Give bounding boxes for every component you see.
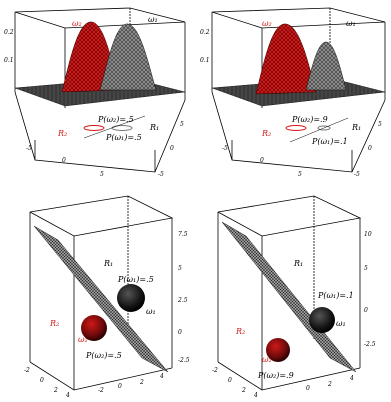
panel-4: R₁ R₂ ω₁ ω₂ P(ω₁)=.1 P(ω₂)=.9 10 5 0 -2.…: [212, 195, 376, 399]
panel-2-gray-ellipse: [317, 125, 331, 131]
panel-2-xtick-2: 0: [260, 157, 264, 164]
panel-3-omega1-label: ω₁: [146, 307, 156, 316]
panel-4-p2-label: P(ω₂)=.9: [257, 371, 294, 380]
panel-3-btick-2: 0: [40, 377, 44, 384]
panel-1: ω₂ ω₁ P(ω₂)=.5 P(ω₁)=.5 R₁ R₂ 0.2 0.1 -5…: [4, 7, 186, 178]
panel-4-btick-4: 4: [253, 392, 258, 397]
panel-3-rtick-5: -2.5: [178, 357, 190, 364]
panel-2-omega2-label: ω₂: [262, 19, 272, 28]
panel-3-red-sphere: [81, 315, 107, 341]
panel-2: ω₂ ω₁ P(ω₂)=.9 P(ω₁)=.1 R₁ R₂ 0.2 0.1 -5…: [200, 7, 386, 178]
panel-4-rtick-3: 0: [364, 307, 368, 314]
panel-4-rtick-2: 5: [364, 265, 368, 272]
panel-4-btick-3: 2: [241, 387, 246, 394]
panel-4-decision-plane: [221, 221, 357, 373]
panel-2-ytick-2: 0: [368, 145, 372, 152]
panel-3-r2-label: R₂: [49, 319, 59, 328]
panel-1-omega2-label: ω₂: [72, 19, 82, 28]
panel-3-dark-sphere: [117, 284, 145, 312]
panel-4-p1-label: P(ω₁)=.1: [317, 291, 354, 300]
panel-3: R₁ R₂ ω₁ ω₂ P(ω₁)=.5 P(ω₂)=.5 7.5 5 2.5 …: [24, 195, 190, 399]
panel-3-box: [29, 195, 174, 391]
panel-1-ztick-2: 0.1: [4, 57, 14, 64]
panel-4-dtick-3: 4: [349, 375, 354, 382]
panel-2-decision-line: [289, 117, 349, 143]
panel-3-dtick-1: -2: [98, 387, 104, 394]
panel-1-gray-peak: [99, 23, 157, 91]
panel-1-ytick-3: 5: [180, 121, 184, 128]
panel-4-dark-sphere: [309, 307, 335, 333]
panel-2-ytick-3: 5: [378, 121, 382, 128]
panel-1-ytick-2: 0: [170, 145, 174, 152]
panel-4-red-sphere: [266, 338, 290, 362]
panel-2-xtick-3: 5: [298, 171, 302, 178]
panel-1-p1-label: P(ω₁)=.5: [105, 133, 142, 142]
panel-1-red-ellipse: [83, 125, 105, 131]
panel-3-rtick-2: 5: [178, 265, 182, 272]
panel-4-omega1-label: ω₁: [336, 319, 346, 328]
panel-3-btick-3: 2: [53, 387, 58, 394]
panel-4-omega2-label: ω₂: [262, 355, 272, 364]
panel-2-r2-label: R₂: [261, 129, 271, 138]
panel-3-r1-label: R₁: [103, 259, 113, 268]
panel-1-xtick-1: -5: [26, 145, 32, 152]
panel-2-xtick-1: -5: [222, 145, 228, 152]
panel-1-omega1-label: ω₁: [148, 15, 158, 24]
panel-1-p2-label: P(ω₂)=.5: [97, 115, 134, 124]
panel-2-omega1-label: ω₁: [346, 19, 356, 28]
panel-3-omega2-label: ω₂: [78, 335, 88, 344]
panel-1-r1-label: R₁: [149, 123, 159, 132]
panel-2-p2-label: P(ω₂)=.9: [291, 115, 328, 124]
panel-2-ztick-2: 0.1: [200, 57, 210, 64]
panel-3-rtick-1: 7.5: [178, 231, 188, 238]
panel-4-btick-2: 0: [228, 377, 232, 384]
panel-4-dtick-2: 2: [327, 381, 332, 388]
panel-1-gray-ellipse: [111, 125, 133, 131]
panel-1-xtick-3: 5: [100, 171, 104, 178]
panel-2-p1-label: P(ω₁)=.1: [311, 137, 348, 146]
panel-2-ztick-1: 0.2: [200, 29, 210, 36]
panel-2-r1-label: R₁: [351, 123, 361, 132]
panel-3-dtick-4: 4: [159, 373, 164, 380]
panel-2-ytick-1: -5: [354, 171, 360, 178]
panel-3-dtick-3: 2: [139, 379, 144, 386]
panel-3-rtick-3: 2.5: [177, 297, 188, 304]
panel-1-r2-label: R₂: [57, 129, 67, 138]
panel-3-decision-plane: [33, 225, 169, 373]
panel-2-red-peak: [255, 23, 317, 95]
panel-2-gray-peak: [305, 41, 347, 91]
panel-1-ztick-1: 0.2: [4, 29, 14, 36]
panel-2-red-ellipse: [285, 125, 307, 131]
panel-4-btick-1: -2: [212, 367, 218, 374]
panel-1-xtick-2: 0: [62, 157, 66, 164]
panel-4-rtick-4: -2.5: [364, 341, 376, 348]
panel-3-p1-label: P(ω₁)=.5: [117, 275, 154, 284]
panel-3-dtick-2: 0: [118, 383, 122, 390]
panel-4-r2-label: R₂: [235, 327, 245, 336]
panel-1-ytick-1: -5: [158, 171, 164, 178]
panel-3-p2-label: P(ω₂)=.5: [85, 351, 122, 360]
panel-3-btick-4: 4: [65, 392, 70, 397]
panel-4-r1-label: R₁: [293, 259, 303, 268]
panel-4-dtick-1: 0: [306, 385, 310, 392]
panel-4-rtick-1: 10: [364, 231, 372, 238]
panel-3-rtick-4: 0: [178, 329, 182, 336]
panel-3-btick-1: -2: [24, 367, 30, 374]
panel-1-decision-line: [83, 115, 146, 139]
